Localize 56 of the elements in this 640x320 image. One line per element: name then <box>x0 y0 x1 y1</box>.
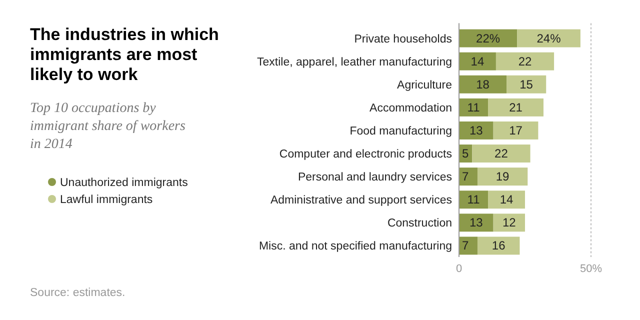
data-label: 21 <box>509 100 523 114</box>
data-label: 12 <box>502 216 516 230</box>
bar <box>493 121 538 140</box>
bar <box>493 214 525 232</box>
x-tick-label: 50% <box>580 263 602 275</box>
bar <box>488 98 544 116</box>
data-label: 17 <box>509 123 523 138</box>
bar <box>459 168 478 186</box>
bar <box>506 75 546 94</box>
data-label: 16 <box>492 238 506 253</box>
text: Top 10 occupations by immigrant share of workers in 2014 <box>30 101 186 152</box>
legend-label: Lawful immigrants <box>60 194 153 206</box>
data-label: 22% <box>476 31 500 46</box>
y-tick-label: Agriculture <box>397 79 452 92</box>
data-label: 11 <box>467 192 480 207</box>
data-label: 14 <box>470 54 484 68</box>
bar <box>517 29 580 48</box>
source-note: Source: estimates. <box>30 287 126 299</box>
x-tick-label: 0 <box>456 263 462 275</box>
bar <box>488 190 525 209</box>
data-label: 14 <box>500 192 514 207</box>
bar <box>477 168 528 186</box>
legend-label: Unauthorized immigrants <box>60 177 188 189</box>
data-label: 13 <box>469 123 484 138</box>
data-label: 22 <box>518 54 532 68</box>
y-tick-label: Construction <box>387 218 452 230</box>
y-tick-label: Accommodation <box>370 102 452 114</box>
bar <box>459 236 478 255</box>
data-label: 15 <box>520 77 534 92</box>
y-tick-label: Computer and electronic products <box>279 148 452 161</box>
bar <box>459 121 494 140</box>
bar <box>459 190 488 209</box>
data-label: 5 <box>462 146 469 161</box>
bar <box>459 214 494 232</box>
y-tick-label: Administrative and support services <box>270 194 452 207</box>
data-label: 18 <box>476 77 490 92</box>
data-label: 24% <box>536 31 562 46</box>
y-tick-label: Personal and laundry services <box>298 172 452 184</box>
data-label: 22 <box>494 146 508 161</box>
bar <box>459 75 507 94</box>
y-tick-label: Food manufacturing <box>350 125 452 138</box>
y-tick-label: Private households <box>354 33 452 46</box>
bar <box>496 52 554 70</box>
y-tick-label: Misc. and not specified manufacturing <box>258 240 452 253</box>
data-label: 19 <box>496 170 510 184</box>
bar <box>472 144 530 163</box>
bar <box>459 52 496 70</box>
data-label: 7 <box>462 238 469 253</box>
y-tick-label: Textile, apparel, leather manufacturing <box>257 56 452 68</box>
bar <box>477 236 520 255</box>
data-label: 11 <box>467 100 480 114</box>
data-label: 13 <box>469 216 484 230</box>
bar <box>459 29 518 48</box>
data-label: 7 <box>462 170 469 184</box>
bar <box>459 98 488 116</box>
text: The industries in which immigrants are most likely to work <box>30 25 219 84</box>
